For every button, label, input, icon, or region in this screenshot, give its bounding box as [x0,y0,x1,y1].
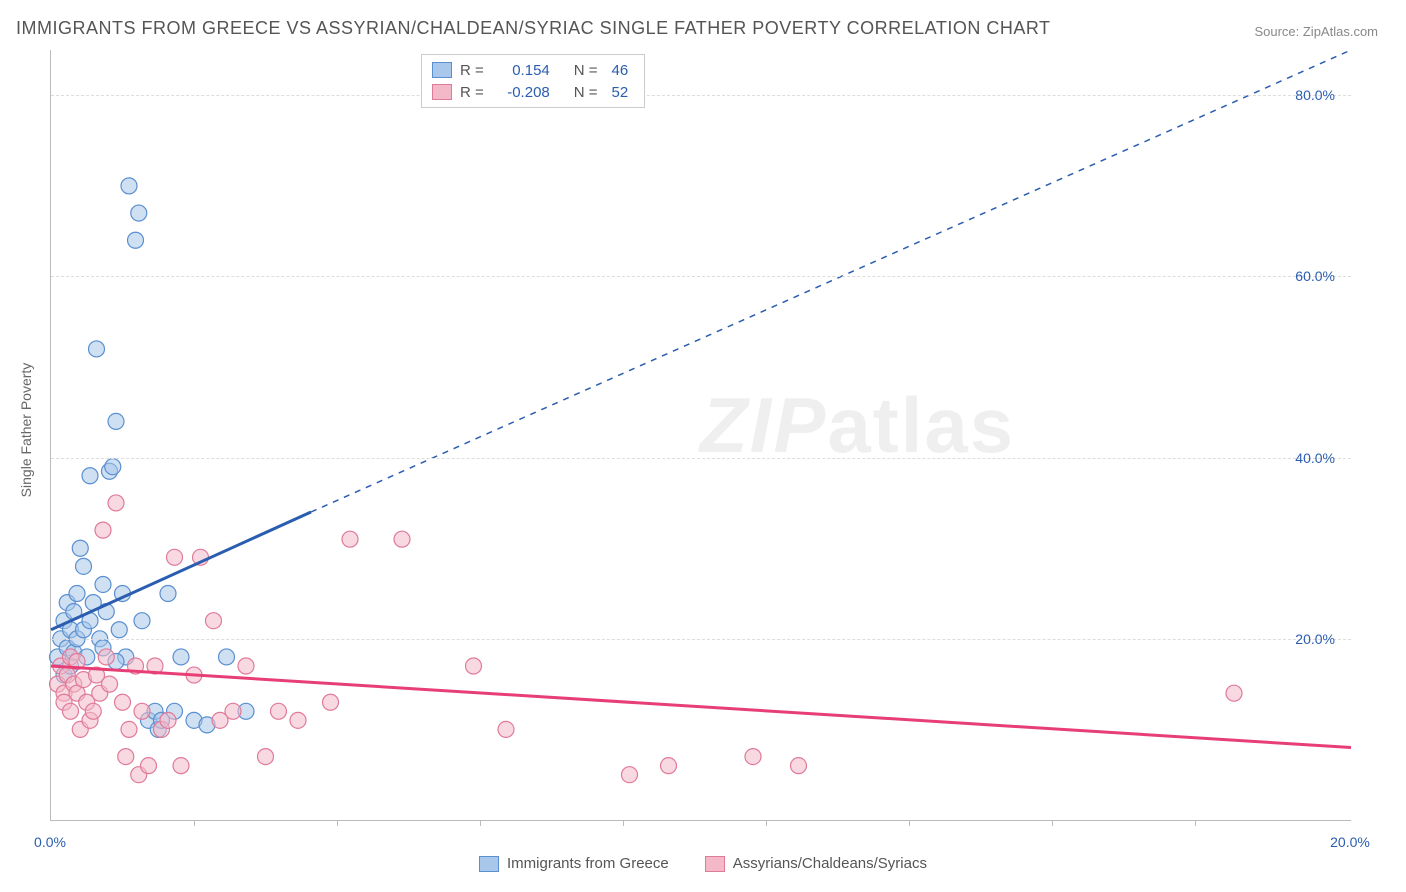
chart-title: IMMIGRANTS FROM GREECE VS ASSYRIAN/CHALD… [16,18,1051,39]
legend-swatch [705,856,725,872]
legend-r-value: -0.208 [498,84,550,101]
data-point [622,767,638,783]
data-point [1226,685,1242,701]
data-point [323,694,339,710]
x-minor-tick [1195,820,1196,826]
x-minor-tick [194,820,195,826]
data-point [111,622,127,638]
data-point [115,694,131,710]
legend-item: Immigrants from Greece [479,855,669,872]
plot-area: 20.0% 40.0% 60.0% 80.0% [50,50,1351,821]
source-label: Source: ZipAtlas.com [1254,24,1378,39]
data-point [98,649,114,665]
data-point [82,468,98,484]
data-point [134,703,150,719]
data-point [290,712,306,728]
data-point [118,749,134,765]
grid-line [51,639,1351,640]
legend-n-label: N = [574,84,598,101]
legend-item: Assyrians/Chaldeans/Syriacs [705,855,927,872]
data-point [131,205,147,221]
data-point [167,549,183,565]
data-point [498,721,514,737]
x-minor-tick [623,820,624,826]
legend-swatch [479,856,499,872]
data-point [219,649,235,665]
legend-row: R = -0.208 N = 52 [432,81,634,103]
legend-row: R = 0.154 N = 46 [432,59,634,81]
legend-r-label: R = [460,84,484,101]
series-legend: Immigrants from Greece Assyrians/Chaldean… [479,855,927,872]
chart-svg [51,50,1351,820]
chart-container: IMMIGRANTS FROM GREECE VS ASSYRIAN/CHALD… [0,0,1406,892]
data-point [141,758,157,774]
data-point [661,758,677,774]
legend-label: Immigrants from Greece [507,855,669,872]
data-point [173,758,189,774]
data-point [95,576,111,592]
y-tick-label: 40.0% [1295,450,1335,466]
data-point [105,459,121,475]
data-point [128,232,144,248]
legend-r-value: 0.154 [498,62,550,79]
data-point [342,531,358,547]
y-axis-label: Single Father Poverty [18,363,34,498]
x-minor-tick [337,820,338,826]
data-point [745,749,761,765]
x-minor-tick [480,820,481,826]
data-point [89,341,105,357]
grid-line [51,276,1351,277]
legend-n-label: N = [574,62,598,79]
y-tick-label: 60.0% [1295,268,1335,284]
grid-line [51,95,1351,96]
legend-n-value: 52 [612,84,629,101]
x-tick-label: 0.0% [34,834,66,850]
correlation-legend: R = 0.154 N = 46 R = -0.208 N = 52 [421,54,645,108]
data-point [160,712,176,728]
x-minor-tick [1052,820,1053,826]
data-point [95,522,111,538]
data-point [85,703,101,719]
legend-n-value: 46 [612,62,629,79]
data-point [72,540,88,556]
trend-line-a-dashed [311,50,1351,512]
data-point [271,703,287,719]
data-point [225,703,241,719]
data-point [160,586,176,602]
x-minor-tick [909,820,910,826]
data-point [466,658,482,674]
legend-label: Assyrians/Chaldeans/Syriacs [733,855,927,872]
data-point [238,658,254,674]
legend-swatch [432,84,452,100]
y-tick-label: 80.0% [1295,87,1335,103]
x-minor-tick [766,820,767,826]
x-tick-label: 20.0% [1330,834,1370,850]
data-point [108,413,124,429]
data-point [63,703,79,719]
data-point [121,721,137,737]
data-point [121,178,137,194]
data-point [108,495,124,511]
data-point [76,558,92,574]
data-point [206,613,222,629]
data-point [394,531,410,547]
legend-swatch [432,62,452,78]
data-point [69,586,85,602]
data-point [173,649,189,665]
data-point [258,749,274,765]
grid-line [51,458,1351,459]
legend-r-label: R = [460,62,484,79]
data-point [791,758,807,774]
y-tick-label: 20.0% [1295,631,1335,647]
data-point [102,676,118,692]
data-point [134,613,150,629]
